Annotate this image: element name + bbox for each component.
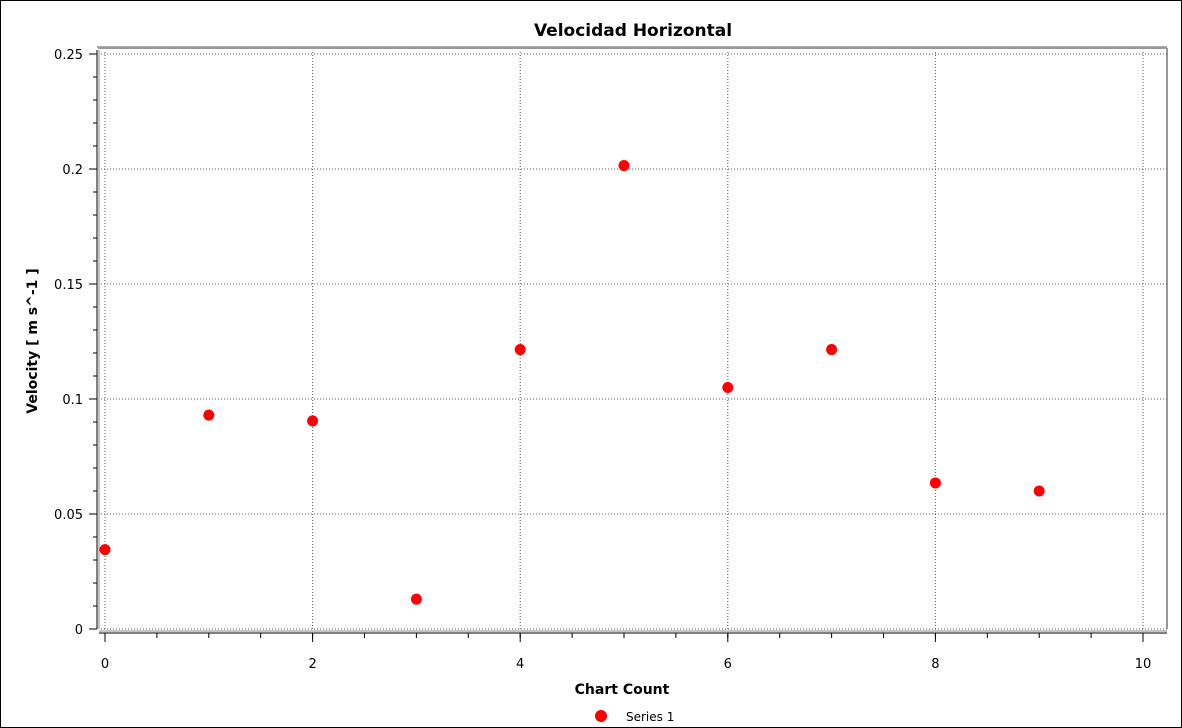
- y-tick-label: 0: [75, 623, 83, 638]
- y-tick-label: 0.1: [62, 393, 83, 408]
- data-point: [514, 344, 526, 356]
- x-tick-label: 6: [724, 657, 732, 672]
- data-point: [203, 409, 215, 421]
- y-tick-label: 0.25: [54, 48, 83, 63]
- legend-marker-series-1: [595, 710, 607, 722]
- data-point: [929, 477, 941, 489]
- y-axis-title: Velocity [ m s^-1 ]: [25, 268, 41, 413]
- y-tick-label: 0.05: [54, 508, 83, 523]
- legend: Series 1: [595, 710, 674, 724]
- data-point: [618, 160, 630, 172]
- data-point: [826, 344, 838, 356]
- series-1-points: [99, 160, 1045, 605]
- legend-label-series-1: Series 1: [626, 710, 674, 724]
- data-point: [722, 382, 734, 393]
- grid-lines: [101, 52, 1167, 630]
- plot-area: [101, 52, 1167, 629]
- tick-labels: 0 0.05 0.1 0.15 0.2 0.25 0 2 4 6 8 10: [54, 48, 1151, 672]
- data-point: [99, 544, 111, 556]
- data-point: [410, 593, 422, 605]
- data-point: [1033, 485, 1045, 497]
- data-point: [307, 415, 319, 427]
- x-tick-label: 0: [101, 657, 109, 672]
- x-tick-label: 2: [308, 657, 316, 672]
- chart-title: Velocidad Horizontal: [534, 21, 732, 41]
- axes: [89, 50, 1167, 642]
- x-tick-label: 10: [1135, 657, 1152, 672]
- x-tick-label: 8: [931, 657, 939, 672]
- y-tick-label: 0.15: [54, 278, 83, 293]
- x-tick-label: 4: [516, 657, 524, 672]
- x-axis-title: Chart Count: [575, 682, 670, 698]
- y-tick-label: 0.2: [62, 163, 83, 178]
